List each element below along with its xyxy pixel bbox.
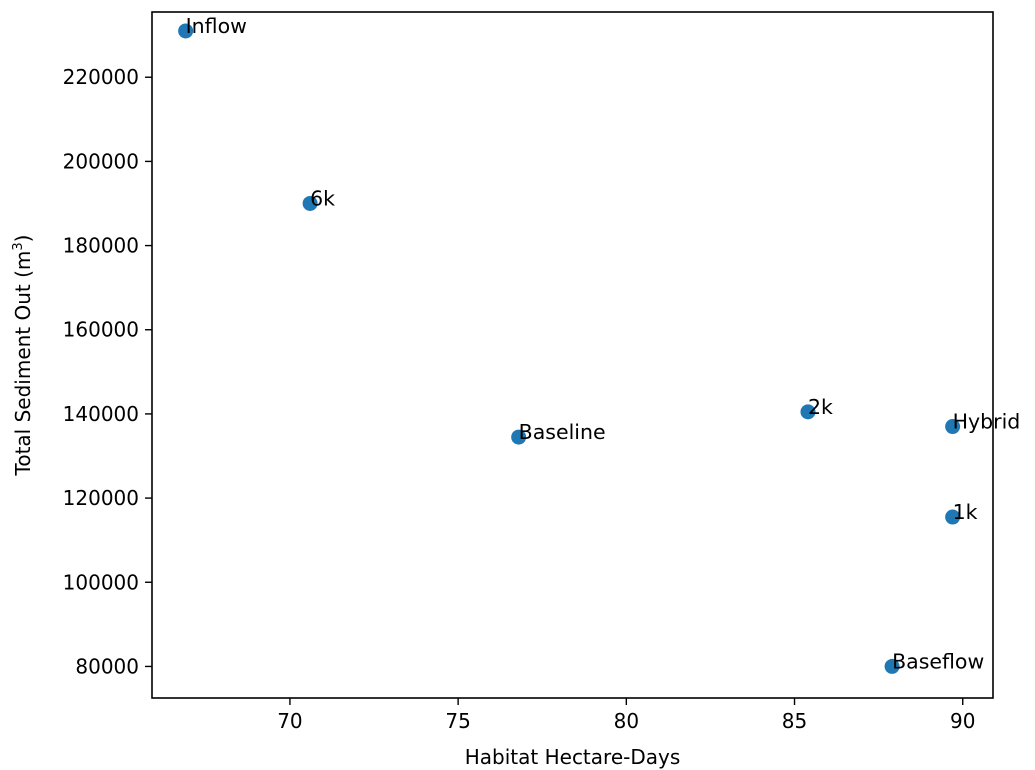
x-tick-label: 75: [445, 709, 470, 733]
x-tick-label: 90: [950, 709, 975, 733]
data-point-2k: [800, 404, 816, 420]
data-point-baseflow: [884, 658, 900, 674]
y-tick-label: 140000: [63, 402, 139, 426]
y-tick-label: 180000: [63, 234, 139, 258]
x-axis-ticks: 70 75 80 85 90: [277, 698, 975, 733]
y-tick-label: 80000: [75, 654, 139, 678]
y-tick-label: 100000: [63, 570, 139, 594]
x-tick-label: 70: [277, 709, 302, 733]
data-point-baseline: [511, 429, 527, 445]
data-point-inflow: [178, 23, 194, 39]
y-tick-label: 220000: [63, 65, 139, 89]
point-label-6k: 6k: [310, 186, 335, 210]
x-tick-label: 85: [782, 709, 807, 733]
x-axis-label: Habitat Hectare-Days: [465, 745, 681, 769]
plot-frame: [151, 11, 994, 699]
y-axis-label-text: Total Sediment Out (m: [11, 251, 35, 477]
data-points: [178, 23, 961, 674]
point-label-2k: 2k: [808, 395, 833, 419]
y-tick-label: 160000: [63, 318, 139, 342]
point-label-baseflow: Baseflow: [892, 649, 984, 673]
data-point-1k: [945, 509, 961, 525]
point-labels: Inflow 6k Baseline 2k Hybrid 1k Baseflow: [186, 14, 1021, 673]
point-label-hybrid: Hybrid: [953, 410, 1021, 434]
y-tick-label: 120000: [63, 486, 139, 510]
y-axis-label-superscript: 3: [11, 242, 26, 250]
data-point-hybrid: [945, 419, 961, 435]
y-axis-ticks: 80000 100000 120000 140000 160000 180000 20000…: [63, 65, 152, 678]
point-label-inflow: Inflow: [186, 14, 247, 38]
y-axis-label-close: ): [11, 235, 35, 243]
data-point-6k: [302, 195, 318, 211]
point-label-1k: 1k: [953, 500, 978, 524]
point-label-baseline: Baseline: [519, 420, 606, 444]
y-tick-label: 200000: [63, 149, 139, 173]
x-tick-label: 80: [614, 709, 639, 733]
y-axis-label: Total Sediment Out (m3): [11, 235, 35, 477]
